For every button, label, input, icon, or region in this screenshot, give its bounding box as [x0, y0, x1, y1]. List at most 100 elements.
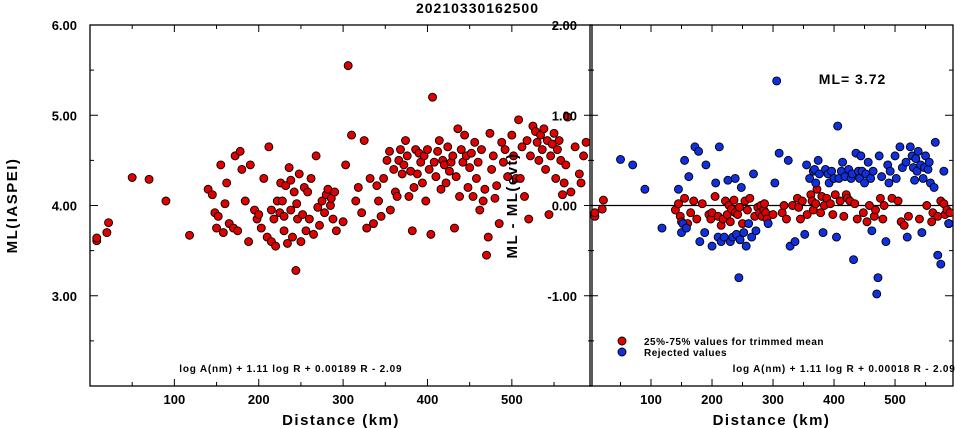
right-panel-ml-residual: 100 200 300 400 500 2.00 1.00 0.00 -1.00 Distance…: [504, 18, 955, 428]
data-point: [933, 250, 943, 260]
data-point: [376, 211, 386, 221]
data-point: [456, 145, 466, 154]
x-axis-title: Distance (km): [713, 412, 831, 428]
data-point: [359, 136, 369, 145]
data-point: [695, 237, 705, 247]
x-axis-title: Distance (km): [282, 412, 400, 428]
data-point: [451, 172, 461, 182]
data-point: [441, 178, 451, 188]
data-point: [800, 229, 810, 239]
data-point: [269, 214, 279, 224]
data-point: [385, 205, 395, 215]
data-point: [893, 196, 903, 206]
data-point: [681, 223, 691, 233]
data-point: [554, 136, 564, 145]
data-point: [779, 201, 789, 210]
ml-annotation: ML= 3.72: [819, 71, 887, 87]
data-point: [725, 217, 735, 227]
data-point: [207, 190, 217, 200]
data-point: [424, 164, 434, 174]
data-point: [463, 182, 473, 192]
data-point: [936, 259, 946, 269]
data-point: [311, 151, 321, 161]
x-tick-label: 200: [701, 392, 723, 407]
data-point: [694, 146, 704, 156]
data-point: [315, 220, 324, 230]
data-point: [945, 208, 953, 218]
data-point: [561, 160, 571, 170]
data-point: [890, 151, 900, 161]
data-point: [744, 219, 754, 229]
data-point: [640, 184, 650, 194]
data-point: [338, 217, 348, 227]
data-point: [298, 210, 308, 219]
data-point: [714, 142, 724, 152]
data-point: [525, 151, 535, 161]
data-point: [884, 178, 894, 188]
data-point: [692, 214, 702, 224]
data-point: [537, 145, 547, 154]
data-point: [742, 205, 752, 215]
data-point: [818, 228, 828, 238]
data-point: [460, 130, 470, 140]
data-point: [891, 173, 901, 183]
data-point: [532, 137, 542, 147]
formula-text: log A(nm) + 1.11 log R + 0.00018 R - 2.0…: [733, 364, 955, 375]
data-point: [616, 155, 625, 164]
legend-label: 25%-75% values for trimmed mean: [644, 337, 824, 348]
x-tick-label: 200: [248, 392, 270, 407]
data-point: [839, 211, 849, 221]
data-point: [522, 136, 532, 145]
data-point: [858, 208, 868, 218]
data-point: [483, 232, 493, 242]
data-point: [455, 192, 464, 201]
data-point: [905, 142, 915, 152]
data-point: [576, 178, 586, 188]
data-point: [407, 226, 417, 236]
data-point: [244, 237, 254, 247]
data-point: [914, 214, 924, 224]
data-point: [436, 184, 446, 194]
data-point: [357, 208, 367, 218]
left-panel-ml-iaspei: 100 200 300 400 500 6.00 5.00 4.00 3.00 Distance …: [4, 18, 593, 428]
data-point: [485, 128, 495, 138]
data-point: [286, 205, 296, 215]
data-point: [372, 181, 382, 191]
data-point: [689, 196, 699, 206]
data-point: [409, 182, 419, 192]
data-point: [490, 193, 500, 203]
y-axis-title: ML - ML(evt): [504, 152, 521, 258]
data-point: [468, 192, 478, 201]
data-point: [392, 192, 402, 201]
data-point: [494, 219, 504, 229]
data-point: [216, 160, 226, 170]
data-point: [796, 214, 805, 224]
data-point: [473, 157, 483, 167]
y-tick-label: -1.00: [547, 289, 577, 304]
data-point: [382, 155, 392, 165]
data-point: [917, 228, 927, 238]
data-point: [813, 155, 823, 165]
data-point: [279, 226, 289, 236]
data-point: [92, 233, 102, 243]
data-point: [404, 192, 414, 201]
points-layer: [590, 76, 953, 299]
data-point: [365, 173, 375, 183]
data-point: [353, 182, 363, 192]
data-point: [830, 190, 840, 200]
data-point: [279, 211, 289, 221]
data-point: [487, 164, 497, 174]
data-point: [237, 164, 247, 174]
data-point: [558, 190, 567, 200]
data-point: [544, 210, 554, 219]
data-point: [549, 128, 559, 138]
data-point: [517, 142, 527, 152]
data-point: [710, 192, 720, 201]
data-point: [835, 196, 845, 206]
data-point: [309, 229, 319, 239]
data-point: [852, 214, 862, 224]
data-point: [913, 146, 923, 156]
data-point: [901, 157, 911, 167]
data-point: [284, 163, 294, 173]
data-point: [434, 136, 444, 145]
